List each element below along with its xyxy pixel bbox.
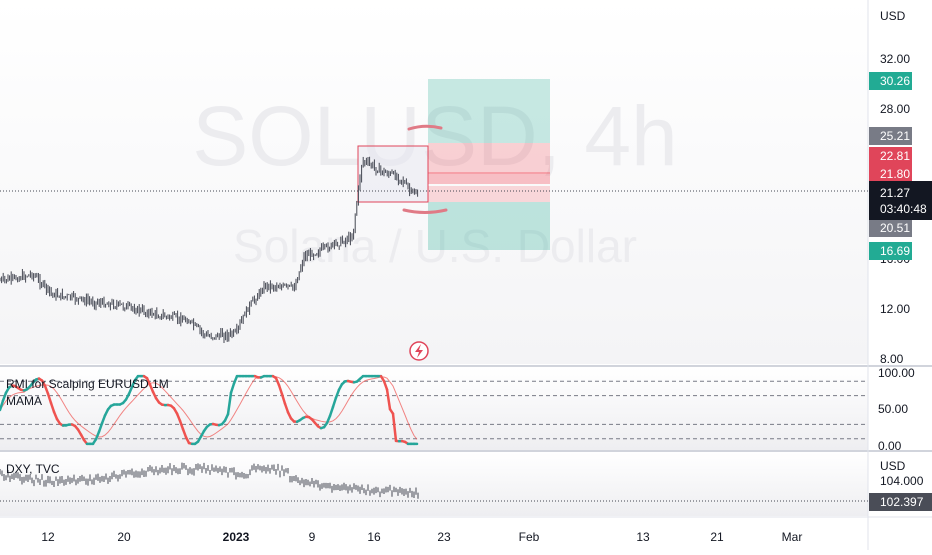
rmi-axis[interactable]: 100.00 50.00 0.00 [878,366,915,453]
rmi-tick: 0.00 [878,439,902,453]
long-stop-zone[interactable] [428,143,550,174]
price-badge-label: 22.81 [880,149,910,163]
time-tick: 23 [437,530,451,544]
price-badge-label: 30.26 [880,74,910,88]
time-tick: Mar [782,530,803,544]
price-badge-label: 16.69 [880,244,910,258]
rmi-tick: 100.00 [878,366,915,380]
long-position-tool[interactable] [428,79,550,250]
dxy-currency: USD [880,459,906,473]
rmi-title[interactable]: RMI for Scalping EURUSD 1M [6,377,169,391]
dxy-axis[interactable]: USD 104.000 102.397 [869,459,932,511]
time-tick: 20 [117,530,131,544]
time-tick: 21 [710,530,724,544]
time-tick: Feb [519,530,540,544]
price-badge-label: 21.80 [880,167,910,181]
price-badge-label: 25.21 [880,129,910,143]
dxy-tick: 104.000 [880,474,924,488]
price-axis-currency: USD [880,9,906,23]
dxy-pane-bg [0,453,868,516]
rmi-subtitle[interactable]: MAMA [6,394,42,408]
dxy-title[interactable]: DXY, TVC [6,462,60,476]
price-tick: 8.00 [880,352,904,366]
rmi-tick: 50.00 [878,402,908,416]
price-tick: 12.00 [880,302,910,316]
current-price-badge: 21.27 03:40:48 [869,181,932,220]
time-tick: 16 [367,530,381,544]
time-axis[interactable]: 12 20 2023 9 16 23 Feb 13 21 Mar [41,530,802,544]
long-target-zone[interactable] [428,79,550,143]
price-tick: 28.00 [880,102,910,116]
alert-icon[interactable] [410,342,428,360]
price-badge-label: 20.51 [880,221,910,235]
price-badges: 30.26 25.21 22.81 21.80 20.51 16.69 [869,72,912,260]
price-tick: 32.00 [880,52,910,66]
time-tick: 9 [309,530,316,544]
short-entry-band [428,172,550,184]
bar-countdown: 03:40:48 [880,202,927,216]
time-tick: 12 [41,530,55,544]
dxy-last-value: 102.397 [880,495,924,509]
time-tick: 13 [636,530,650,544]
current-price-label: 21.27 [880,186,910,200]
time-tick: 2023 [223,530,250,544]
short-stop-zone[interactable] [428,186,550,202]
